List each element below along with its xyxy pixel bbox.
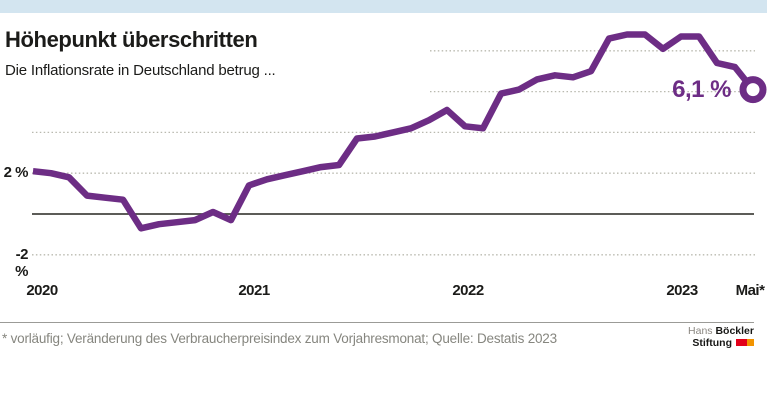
logo-word-stiftung: Stiftung bbox=[692, 336, 732, 349]
hans-boeckler-stiftung-logo: Hans Böckler Stiftung bbox=[688, 325, 754, 350]
top-accent-bar bbox=[0, 0, 767, 13]
x-tick-label: 2022 bbox=[452, 282, 484, 299]
x-tick-label: 2021 bbox=[238, 282, 270, 299]
end-marker-circle bbox=[739, 76, 767, 104]
x-tick-label: 2020 bbox=[26, 282, 58, 299]
page-title: Höhepunkt überschritten bbox=[5, 27, 258, 52]
inflation-rate-line bbox=[32, 31, 756, 232]
footer-source-note: * vorläufig; Veränderung des Verbraucher… bbox=[2, 331, 557, 346]
logo-red-square bbox=[736, 338, 747, 346]
logo-orange-square bbox=[747, 338, 754, 346]
latest-value-annotation: 6,1 % bbox=[672, 76, 731, 103]
x-tick-label: 2023 bbox=[666, 282, 698, 299]
logo-word-hans: Hans bbox=[688, 325, 713, 337]
page-subtitle: Die Inflationsrate in Deutschland betrug… bbox=[5, 62, 276, 79]
logo-line-2: Stiftung bbox=[688, 336, 754, 350]
logo-word-boeckler: Böckler bbox=[715, 325, 754, 337]
y-tick-label: 2 % bbox=[3, 164, 29, 182]
y-tick-label: -2 % bbox=[15, 245, 28, 280]
footer-divider bbox=[0, 322, 754, 323]
x-tick-label: Mai* bbox=[735, 282, 765, 299]
logo-line-1: Hans Böckler bbox=[688, 325, 754, 338]
